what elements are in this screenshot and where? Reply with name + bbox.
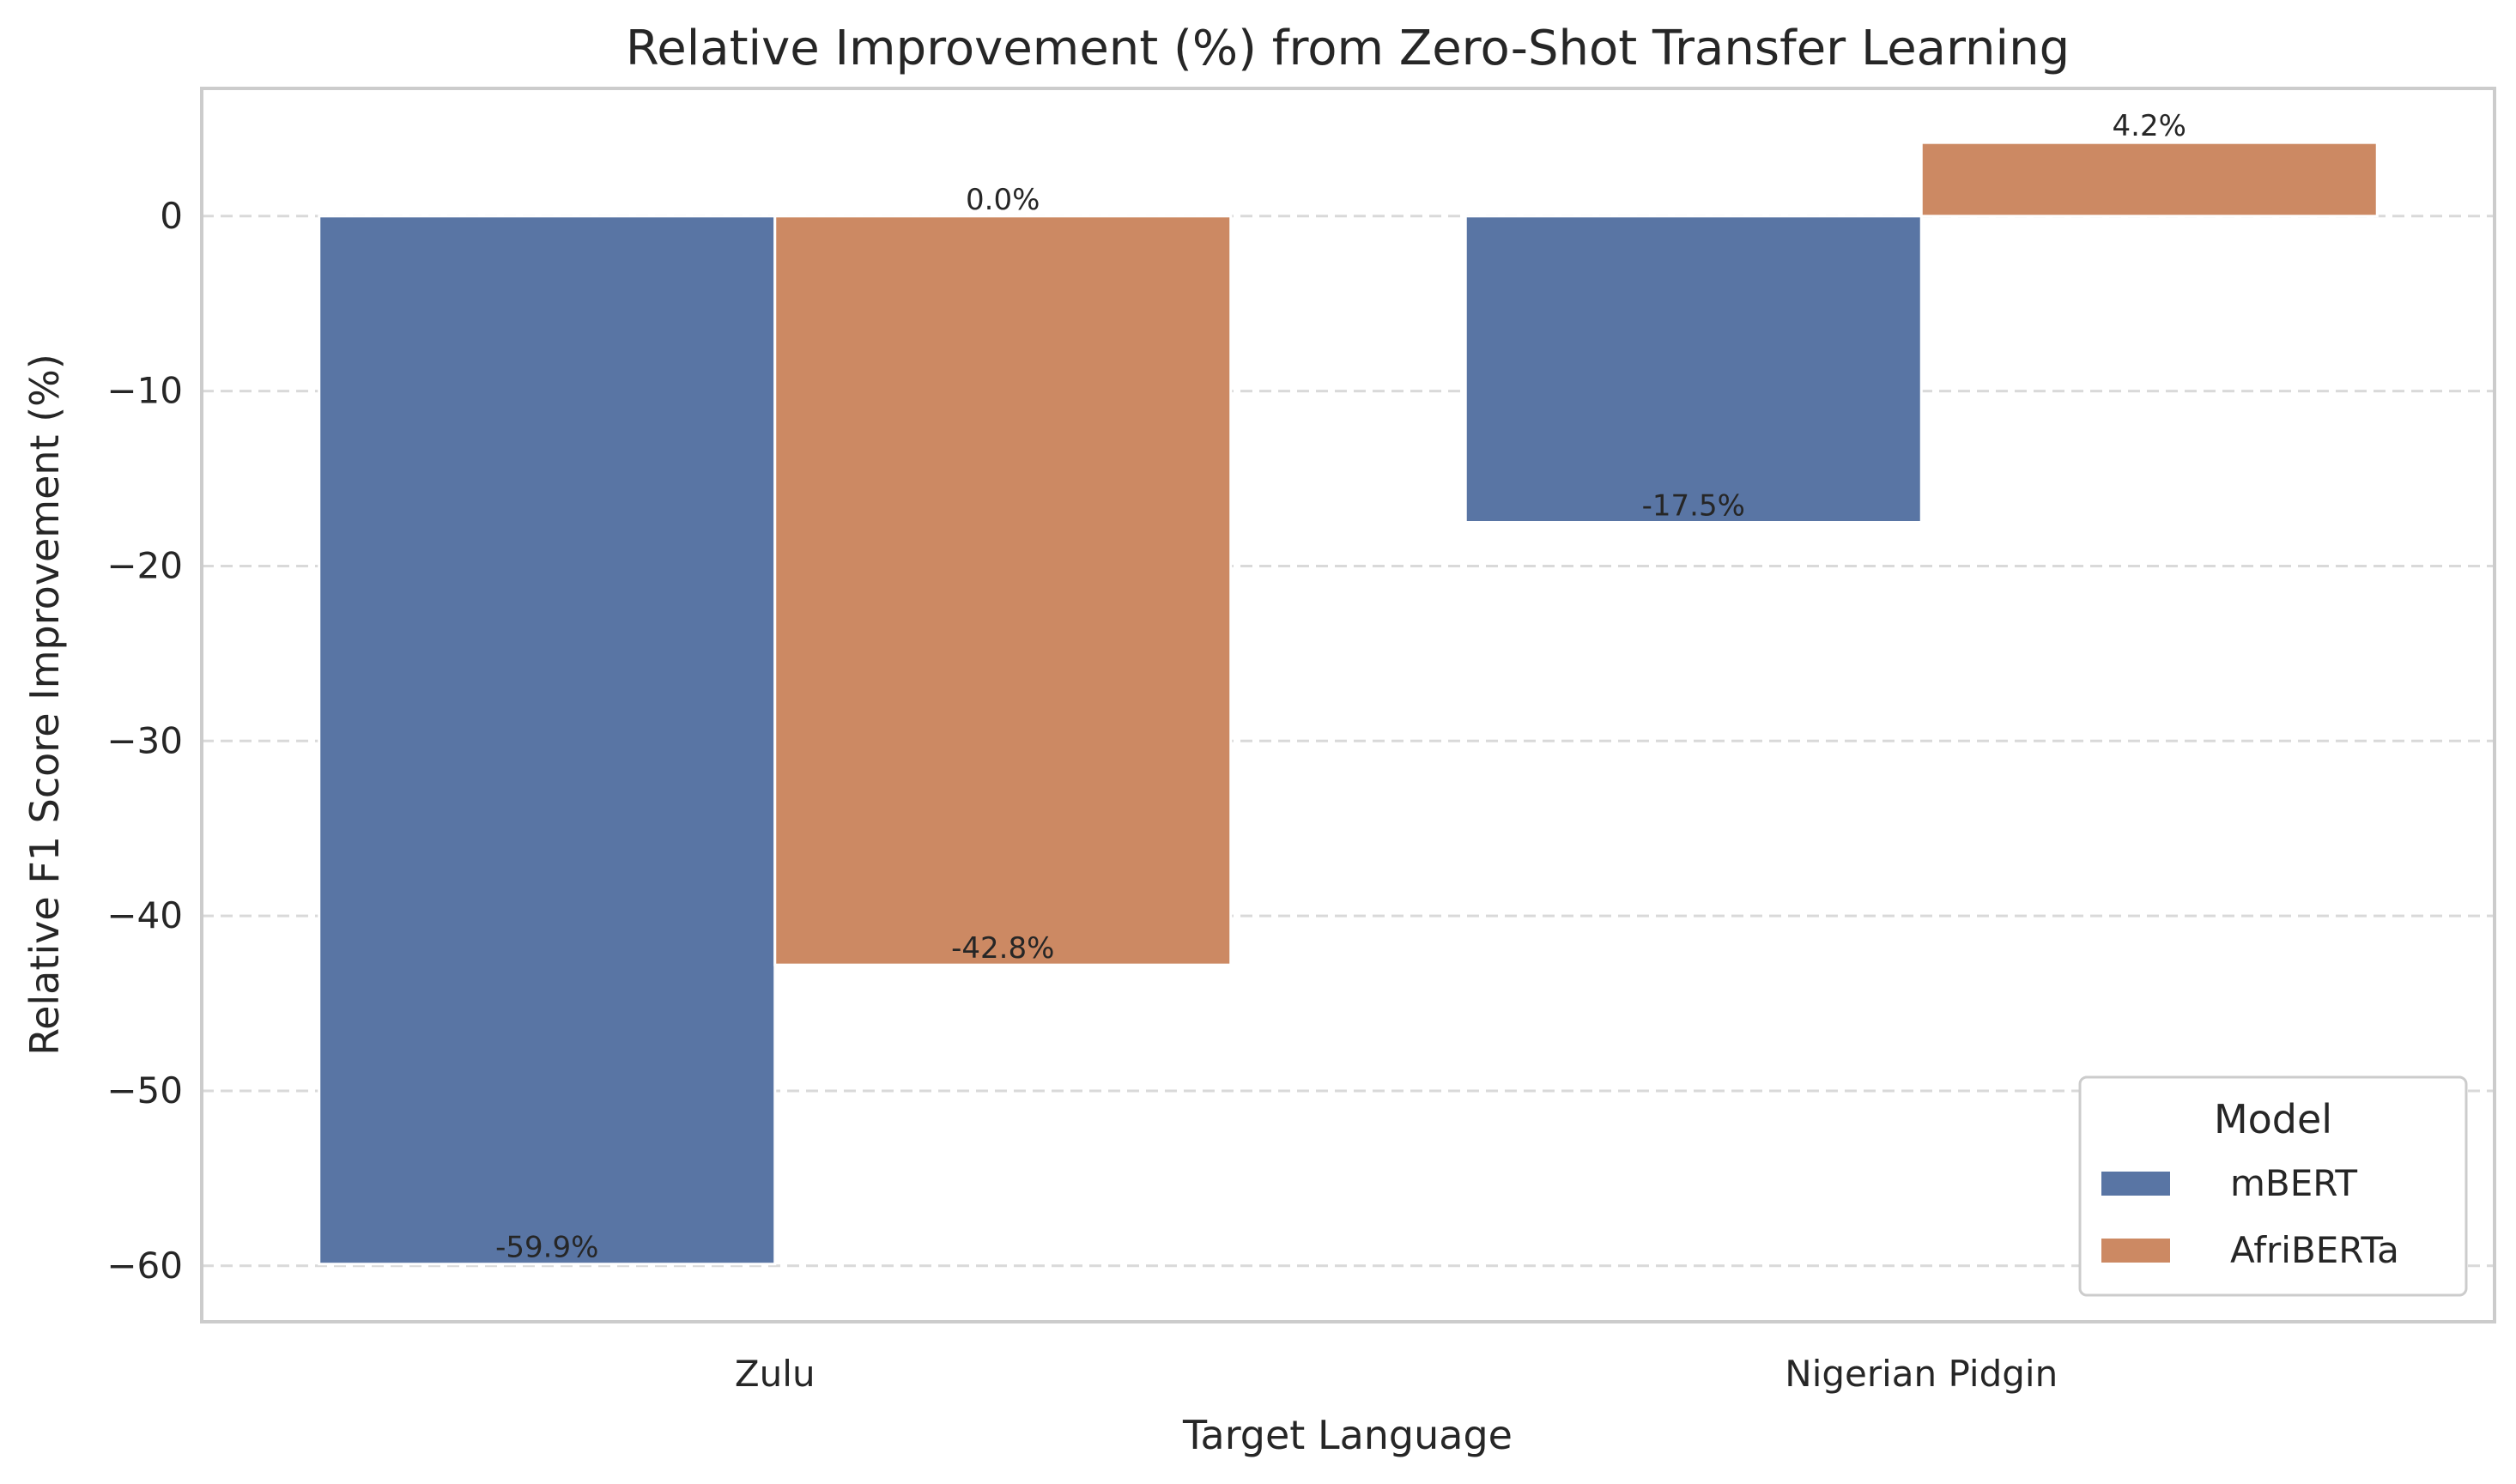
chart-title: Relative Improvement (%) from Zero-Shot … xyxy=(626,21,2070,76)
y-tick-label: −60 xyxy=(106,1245,183,1287)
bars xyxy=(318,141,2379,1266)
x-axis-ticks: Zulu Nigerian Pidgin xyxy=(735,1353,2058,1395)
legend: Model mBERT AfriBERTa xyxy=(2078,1075,2468,1297)
x-tick-label: Nigerian Pidgin xyxy=(1785,1353,2058,1395)
legend-swatch-mbert xyxy=(2101,1172,2170,1196)
y-axis-ticks: 0 −10 −20 −30 −40 −50 −60 xyxy=(106,195,183,1287)
y-tick-label: −10 xyxy=(106,370,183,412)
legend-label-afriberta: AfriBERTa xyxy=(2230,1229,2399,1271)
legend-label-mbert: mBERT xyxy=(2230,1162,2357,1204)
legend-swatch-afriberta xyxy=(2101,1239,2170,1263)
y-tick-label: −50 xyxy=(106,1069,183,1111)
bar-value-label: -42.8% xyxy=(951,931,1054,966)
plot-frame xyxy=(200,87,2496,1323)
bar-value-label: 4.2% xyxy=(2113,109,2186,143)
y-axis-label: Relative F1 Score Improvement (%) xyxy=(21,354,68,1056)
x-axis-label: Target Language xyxy=(1182,1412,1513,1458)
x-tick-label: Zulu xyxy=(735,1353,815,1395)
y-tick-label: −30 xyxy=(106,719,183,761)
legend-box xyxy=(2078,1075,2468,1297)
bar-mbert-nigerian-pidgin xyxy=(1464,215,1923,524)
y-tick-label: −20 xyxy=(106,544,183,586)
bar-labels: -59.9% 0.0% -17.5% 4.2% -42.8% xyxy=(495,109,2186,1265)
bar-value-label: -59.9% xyxy=(495,1231,598,1265)
bar-value-label: -17.5% xyxy=(1642,488,1745,523)
bar-afriberta-zulu-negative xyxy=(773,215,1233,966)
bar-value-label: 0.0% xyxy=(966,183,1040,217)
y-tick-label: −40 xyxy=(106,894,183,936)
y-tick-label: 0 xyxy=(160,195,183,237)
bar-mbert-zulu xyxy=(318,215,777,1266)
bar-afriberta-nigerian-pidgin xyxy=(1919,141,2379,218)
legend-title: Model xyxy=(2214,1096,2332,1142)
